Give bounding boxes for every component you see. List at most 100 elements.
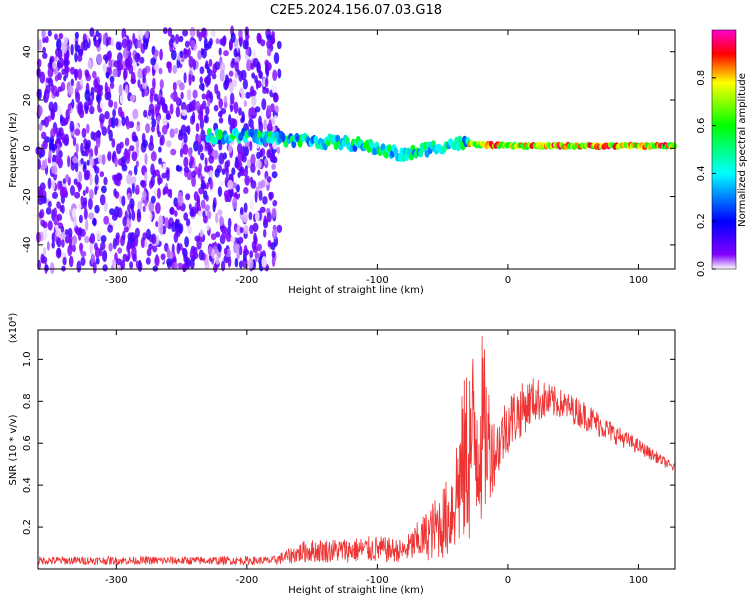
noise-blob [169, 207, 175, 215]
noise-blob [158, 157, 163, 165]
noise-blob [166, 258, 172, 266]
noise-blob [175, 106, 181, 118]
noise-blob [74, 128, 81, 136]
noise-blob [130, 71, 136, 84]
x-tick-label: 100 [629, 275, 648, 286]
noise-blob [183, 212, 189, 221]
noise-blob [248, 257, 254, 270]
spectrogram-xlabel: Height of straight line (km) [288, 285, 424, 296]
noise-blob [101, 126, 108, 136]
noise-blob [143, 67, 147, 77]
spectrogram-x-ticks: -300 -200 -100 0 100 [105, 30, 648, 286]
snr-frame [37, 329, 676, 570]
noise-blob [214, 61, 221, 71]
noise-blob [126, 174, 132, 185]
noise-blob [189, 249, 195, 260]
noise-blob [163, 103, 168, 114]
noise-blob [153, 63, 160, 71]
noise-blob [197, 134, 201, 143]
noise-blob [129, 101, 134, 111]
noise-blob [162, 117, 168, 126]
noise-blob [271, 31, 275, 38]
noise-blob [228, 70, 234, 77]
noise-blob [183, 166, 190, 173]
noise-blob [266, 47, 272, 57]
noise-blob [77, 68, 83, 80]
noise-blob [152, 245, 158, 253]
noise-blob [74, 31, 79, 39]
noise-blob [84, 235, 90, 244]
noise-blob [70, 43, 74, 56]
noise-blob [58, 51, 63, 60]
y-tick-label: 40 [22, 45, 33, 58]
noise-blob [137, 200, 142, 212]
noise-blob [243, 224, 249, 235]
noise-blob [85, 186, 89, 194]
noise-blob [166, 169, 170, 182]
noise-blob [226, 76, 230, 87]
noise-blob [234, 61, 239, 72]
noise-blob [59, 57, 65, 68]
noise-blob [157, 173, 162, 186]
noise-blob [150, 175, 155, 187]
y-tick-label: -20 [22, 188, 33, 204]
noise-blob [85, 70, 90, 79]
noise-blob [276, 40, 282, 50]
noise-blob [272, 200, 278, 207]
y-tick-label: 0.4 [22, 477, 33, 493]
noise-blob [52, 61, 57, 70]
noise-blob [191, 75, 195, 83]
noise-blob [202, 100, 207, 110]
noise-blob [100, 235, 107, 243]
noise-blob [43, 247, 47, 256]
noise-blob [104, 111, 110, 120]
noise-blob [166, 247, 171, 259]
noise-blob [201, 93, 207, 100]
noise-blob [54, 55, 58, 62]
noise-blob [154, 105, 160, 117]
noise-blob [163, 205, 169, 212]
noise-blob [61, 68, 66, 75]
noise-blob [208, 69, 213, 77]
noise-blob [172, 81, 177, 92]
noise-blob [56, 237, 62, 248]
noise-blob [80, 158, 84, 165]
noise-blob [249, 250, 254, 259]
noise-blob [129, 145, 135, 152]
noise-blob [129, 198, 135, 209]
noise-blob [148, 141, 155, 151]
noise-blob [60, 232, 66, 240]
noise-blob [95, 257, 100, 265]
noise-blob [107, 224, 113, 233]
noise-blob [260, 39, 266, 47]
noise-blob [125, 58, 131, 70]
noise-blob [67, 85, 74, 96]
snr-trace [37, 335, 675, 566]
spectrogram-cells [35, 25, 677, 275]
noise-blob [205, 106, 210, 116]
noise-blob [215, 38, 220, 45]
noise-blob [238, 107, 242, 116]
noise-blob [172, 262, 178, 270]
noise-blob [62, 257, 67, 266]
noise-blob [178, 35, 184, 43]
noise-blob [94, 204, 100, 214]
noise-blob [38, 123, 43, 131]
noise-blob [256, 32, 262, 43]
noise-blob [93, 85, 100, 93]
noise-blob [167, 61, 172, 74]
noise-blob [111, 138, 116, 148]
noise-blob [67, 244, 73, 257]
noise-blob [210, 233, 217, 241]
colorbar-tick-label: 0.6 [696, 118, 707, 134]
noise-blob [119, 93, 126, 105]
noise-blob [89, 27, 95, 38]
noise-blob [191, 170, 197, 178]
noise-blob [144, 171, 148, 184]
noise-blob [170, 92, 176, 100]
noise-blob [244, 175, 250, 186]
noise-blob [42, 46, 46, 54]
noise-blob [92, 218, 97, 226]
noise-blob [238, 260, 243, 269]
noise-blob [125, 84, 129, 95]
